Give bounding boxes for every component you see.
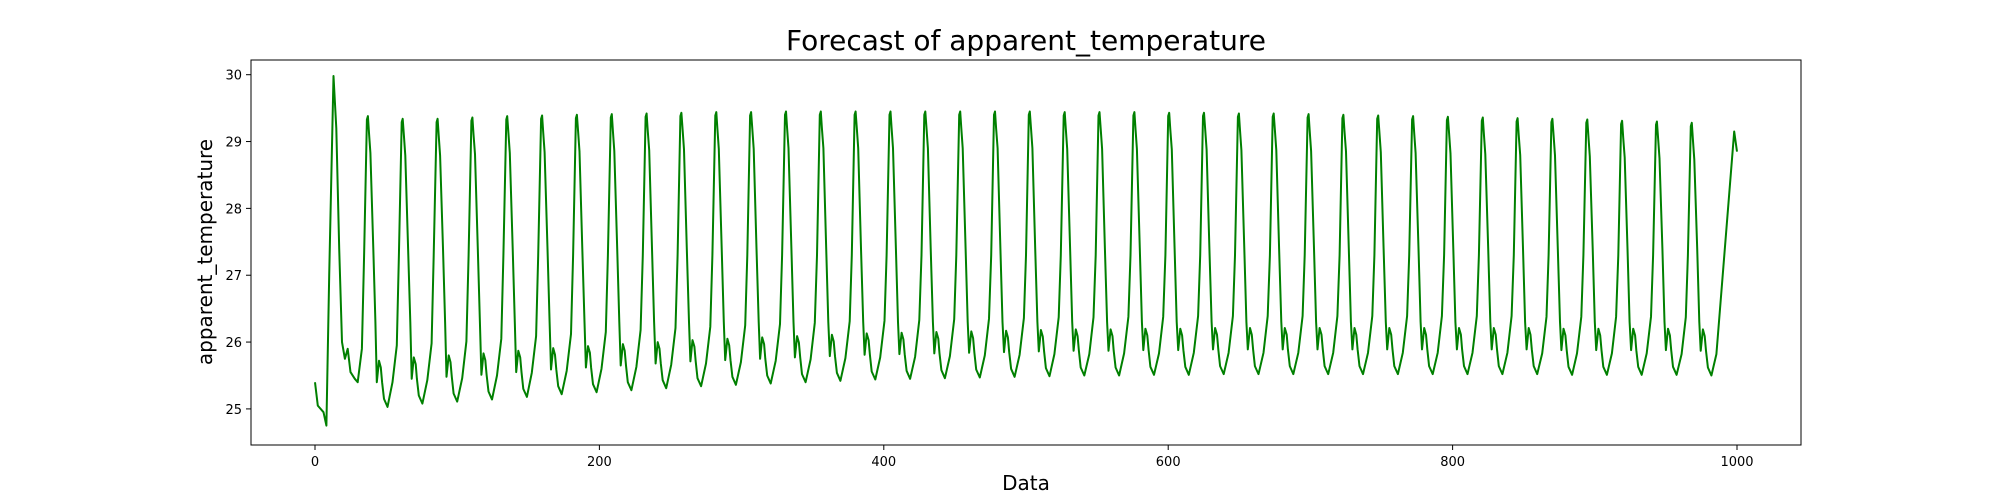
y-tick-label: 28 xyxy=(225,202,242,217)
y-axis: 25 26 27 28 29 30 xyxy=(225,69,251,418)
x-tick-label: 800 xyxy=(1440,455,1465,470)
series-line xyxy=(314,75,1738,427)
x-tick-label: 400 xyxy=(871,455,896,470)
x-axis-title: Data xyxy=(1002,471,1050,495)
y-tick-label: 26 xyxy=(225,336,242,351)
plot-area xyxy=(314,75,1738,427)
y-axis-title: apparent_temperature xyxy=(193,139,217,365)
x-tick-label: 200 xyxy=(587,455,612,470)
x-tick-label: 1000 xyxy=(1720,455,1753,470)
x-tick-label: 0 xyxy=(311,455,319,470)
plot-frame xyxy=(250,59,1802,446)
y-tick-label: 30 xyxy=(225,69,242,84)
y-tick-label: 29 xyxy=(225,136,242,151)
x-tick-label: 600 xyxy=(1156,455,1181,470)
x-axis: 0 200 400 600 800 1000 xyxy=(311,445,1754,470)
y-tick-label: 27 xyxy=(225,269,242,284)
y-tick-label: 25 xyxy=(225,403,242,418)
chart-title: Forecast of apparent_temperature xyxy=(786,24,1266,57)
